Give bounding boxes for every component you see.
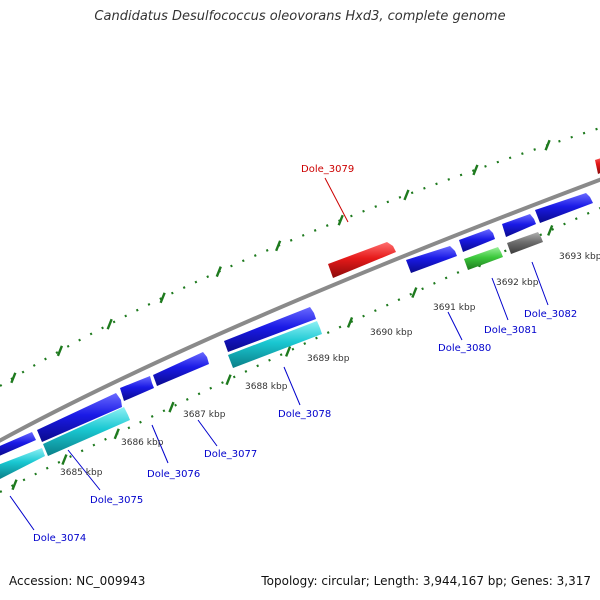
gene-label-dole-3077[interactable]: Dole_3077 xyxy=(204,449,257,460)
major-tick xyxy=(472,164,479,176)
kbp-label: 3685 kbp xyxy=(60,468,103,478)
major-tick xyxy=(168,401,175,413)
callout-line-dole-3079 xyxy=(324,177,349,223)
major-tick xyxy=(225,374,232,386)
major-tick xyxy=(337,214,344,226)
gene-arrow-forward[interactable] xyxy=(459,229,495,252)
major-tick xyxy=(113,428,120,440)
kbp-label: 3692 kbp xyxy=(496,278,539,288)
gene-arrow-forward[interactable] xyxy=(120,376,154,401)
major-tick xyxy=(284,345,292,357)
major-tick xyxy=(61,454,68,466)
inner-tick-ring xyxy=(0,206,600,493)
kbp-label: 3689 kbp xyxy=(307,354,350,364)
gene-arrow-green[interactable] xyxy=(464,247,503,270)
gene-arrow-reverse[interactable] xyxy=(43,407,130,456)
gene-arrow-forward[interactable] xyxy=(37,393,122,442)
gene-arrow-forward[interactable] xyxy=(502,214,536,237)
gene-label-dole-3079[interactable]: Dole_3079 xyxy=(301,164,354,175)
callout-line-dole-3074 xyxy=(9,495,35,531)
major-tick xyxy=(11,479,18,491)
major-tick xyxy=(106,318,113,330)
kbp-label: 3693 kbp xyxy=(559,252,600,262)
major-ticks xyxy=(10,139,554,491)
gene-arrow-forward[interactable] xyxy=(224,307,316,352)
gene-arrow-forward[interactable] xyxy=(0,432,36,456)
major-tick xyxy=(56,345,64,357)
gene-label-dole-3082[interactable]: Dole_3082 xyxy=(524,309,577,320)
major-tick xyxy=(215,266,222,278)
kbp-label: 3688 kbp xyxy=(245,382,288,392)
gene-label-dole-3078[interactable]: Dole_3078 xyxy=(278,409,331,420)
kbp-label: 3690 kbp xyxy=(370,328,413,338)
callout-line-dole-3080 xyxy=(447,311,463,341)
genome-title: Candidatus Desulfococcus oleovorans Hxd3… xyxy=(94,9,506,24)
callout-line-dole-3077 xyxy=(197,419,218,447)
gene-arrow-forward[interactable] xyxy=(535,193,593,223)
gene-arrow-forward[interactable] xyxy=(406,246,457,273)
gene-arrow-pseudo[interactable] xyxy=(507,232,543,254)
gene-arrow-reverse[interactable] xyxy=(228,321,322,368)
gene-label-dole-3074[interactable]: Dole_3074 xyxy=(33,533,86,544)
callout-line-dole-3082 xyxy=(531,261,549,306)
gene-labels: Dole_3074 Dole_3075 Dole_3076 Dole_3077 … xyxy=(33,164,577,544)
accession-text: Accession: NC_009943 xyxy=(9,574,146,588)
kbp-labels: 3685 kbp 3686 kbp 3687 kbp 3688 kbp 3689… xyxy=(60,252,600,478)
major-tick xyxy=(411,287,418,299)
major-tick xyxy=(275,240,282,252)
gene-label-dole-3081[interactable]: Dole_3081 xyxy=(484,325,537,336)
reverse-strand-genes xyxy=(0,232,543,479)
kbp-label: 3691 kbp xyxy=(433,303,476,313)
callout-line-dole-3075 xyxy=(67,449,101,491)
kbp-label: 3686 kbp xyxy=(121,438,164,448)
outer-tick-ring xyxy=(0,126,600,387)
major-tick xyxy=(159,292,166,304)
gene-arrow-reverse[interactable] xyxy=(0,448,45,479)
forward-strand-genes xyxy=(0,155,600,456)
gene-callout-lines xyxy=(9,177,549,531)
gene-arrow-forward[interactable] xyxy=(153,352,209,386)
major-tick xyxy=(403,189,410,201)
gene-label-dole-3080[interactable]: Dole_3080 xyxy=(438,343,491,354)
major-tick xyxy=(544,139,551,151)
callout-line-dole-3081 xyxy=(491,277,509,321)
genome-backbone xyxy=(0,177,600,443)
callout-line-dole-3078 xyxy=(283,366,301,406)
major-tick xyxy=(10,372,17,384)
gene-arrow-red[interactable] xyxy=(328,242,396,278)
gene-label-dole-3076[interactable]: Dole_3076 xyxy=(147,469,200,480)
kbp-label: 3687 kbp xyxy=(183,410,226,420)
genome-summary-text: Topology: circular; Length: 3,944,167 bp… xyxy=(261,574,591,588)
major-tick xyxy=(547,225,554,236)
major-tick xyxy=(346,316,354,328)
gene-label-dole-3075[interactable]: Dole_3075 xyxy=(90,495,143,506)
gene-arrow-red[interactable] xyxy=(595,155,600,174)
callout-line-dole-3076 xyxy=(151,424,169,464)
